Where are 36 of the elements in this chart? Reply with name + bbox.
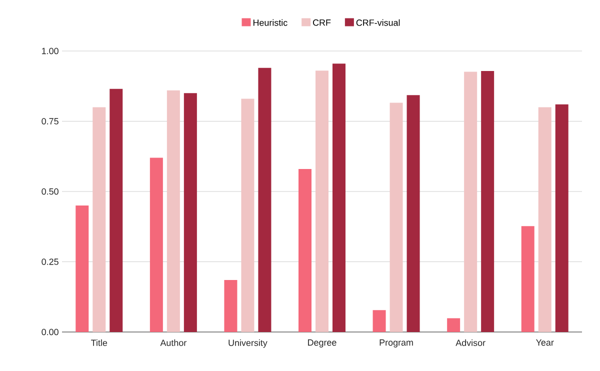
- bar: [447, 318, 460, 332]
- bar: [241, 98, 254, 332]
- bar: [538, 107, 552, 332]
- x-tick-label: Program: [380, 339, 413, 348]
- bar: [258, 68, 272, 332]
- bar: [481, 70, 494, 332]
- legend-label: Heuristic: [253, 19, 288, 26]
- x-tick-label: Author: [160, 339, 186, 346]
- bar: [521, 226, 534, 332]
- bar: [224, 280, 238, 332]
- bar: [464, 72, 478, 332]
- bar: [372, 310, 386, 332]
- y-tick-label: 0.00: [42, 328, 58, 336]
- bar: [110, 88, 123, 332]
- bar: [298, 169, 312, 332]
- bar: [555, 104, 568, 332]
- legend-label: CRF: [313, 19, 331, 26]
- bar: [332, 64, 346, 332]
- y-tick-label: 0.75: [42, 118, 58, 124]
- bar: [390, 102, 403, 332]
- bar: [92, 107, 106, 332]
- bar: [184, 93, 197, 332]
- x-tick-label: University: [228, 339, 268, 348]
- y-tick-label: 1.00: [42, 48, 58, 54]
- y-tick-label: 0.25: [42, 258, 58, 265]
- legend-label: CRF-visual: [356, 19, 400, 26]
- bar: [316, 70, 328, 332]
- y-tick-label: 0.50: [42, 188, 58, 195]
- x-tick-label: Advisor: [456, 339, 486, 346]
- x-tick-label: Year: [536, 339, 554, 346]
- x-tick-label: Title: [91, 339, 108, 346]
- bar: [150, 158, 163, 332]
- x-tick-label: Degree: [308, 339, 336, 348]
- bar: [166, 90, 180, 332]
- bar: [76, 206, 89, 332]
- bar: [406, 95, 420, 332]
